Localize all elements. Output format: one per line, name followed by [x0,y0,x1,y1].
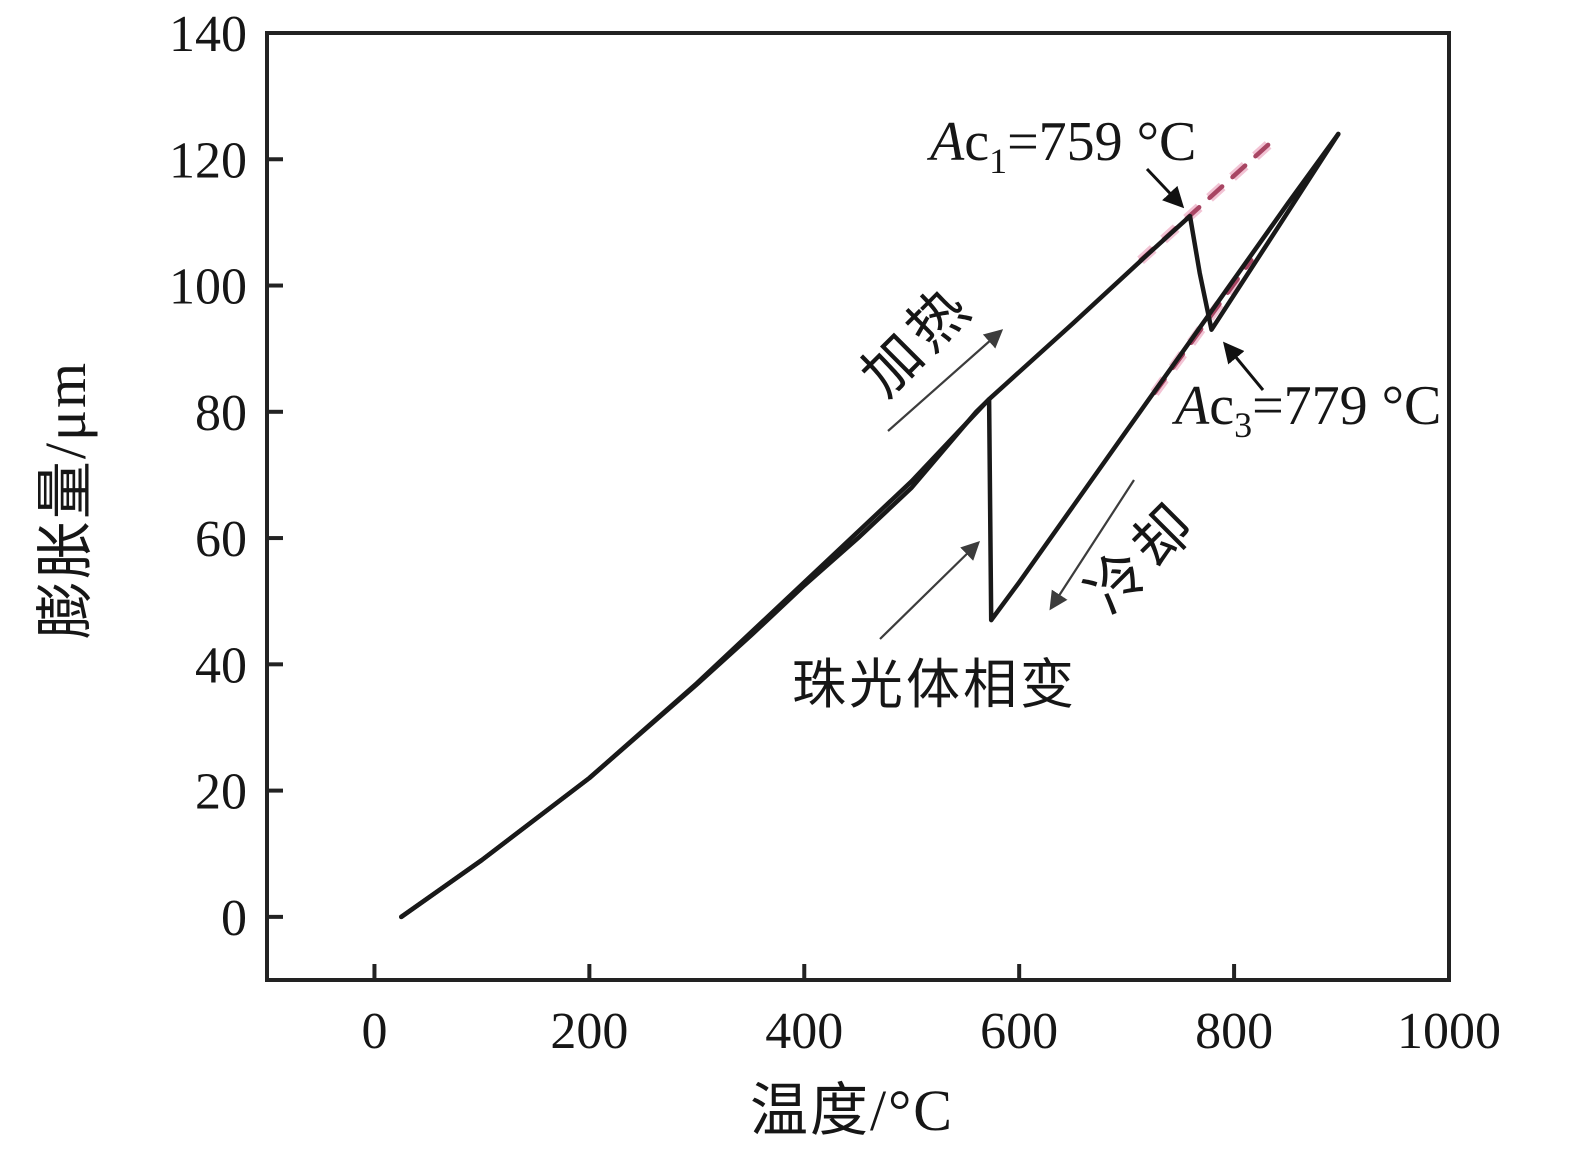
ac3-arrow [1222,341,1265,391]
cooling-curve [399,131,1341,920]
axis-layer: 0 200 400 600 800 1000 0 20 40 60 80 100 120 140 [169,6,1501,1060]
y-tick-label: 20 [195,764,247,821]
heating-label: 加热 [849,272,985,408]
x-tick-label: 200 [550,1003,628,1060]
pearlite-arrow [879,541,981,640]
y-tick-label: 100 [169,259,247,316]
cooling-arrow [1049,479,1135,611]
ac3-extrapolation-dashed-line [1152,258,1254,396]
curve-layer [399,131,1341,920]
y-tick-label: 40 [195,637,247,694]
ac3-subscript: 3 [1234,405,1252,445]
heating-arrow [887,329,1004,432]
pearlite-label: 珠光体相变 [792,655,1077,715]
x-tick-label: 800 [1195,1003,1273,1060]
y-tick-label: 0 [221,890,247,947]
y-tick-label: 140 [169,6,247,63]
y-tick-label: 80 [195,385,247,442]
ac1-subscript: 1 [989,141,1007,181]
x-tick-label: 0 [361,1003,387,1060]
y-tick-label: 120 [169,132,247,189]
annotation-arrow-layer [879,167,1265,640]
ac3-annotation: Ac3=779 °C [1171,375,1441,445]
cooling-label: 冷却 [1074,489,1210,625]
ac3-symbol: A [1171,375,1210,437]
x-tick-label: 400 [765,1003,843,1060]
ac1-annotation: Ac1=759 °C [926,111,1196,181]
ac1-symbol: A [926,111,965,173]
y-tick-label: 60 [195,511,247,568]
ac3-value: =779 °C [1252,375,1441,437]
x-tick-label: 1000 [1397,1003,1501,1060]
ac1-value: =759 °C [1007,111,1196,173]
y-axis-title: 膨胀量/μm [33,361,98,639]
ac1-phase: c [964,111,989,173]
ac1-arrow [1145,167,1185,209]
x-axis-title: 温度/°C [750,1078,954,1143]
ac3-phase: c [1209,375,1234,437]
plot-frame [265,31,1451,982]
x-tick-label: 600 [980,1003,1058,1060]
